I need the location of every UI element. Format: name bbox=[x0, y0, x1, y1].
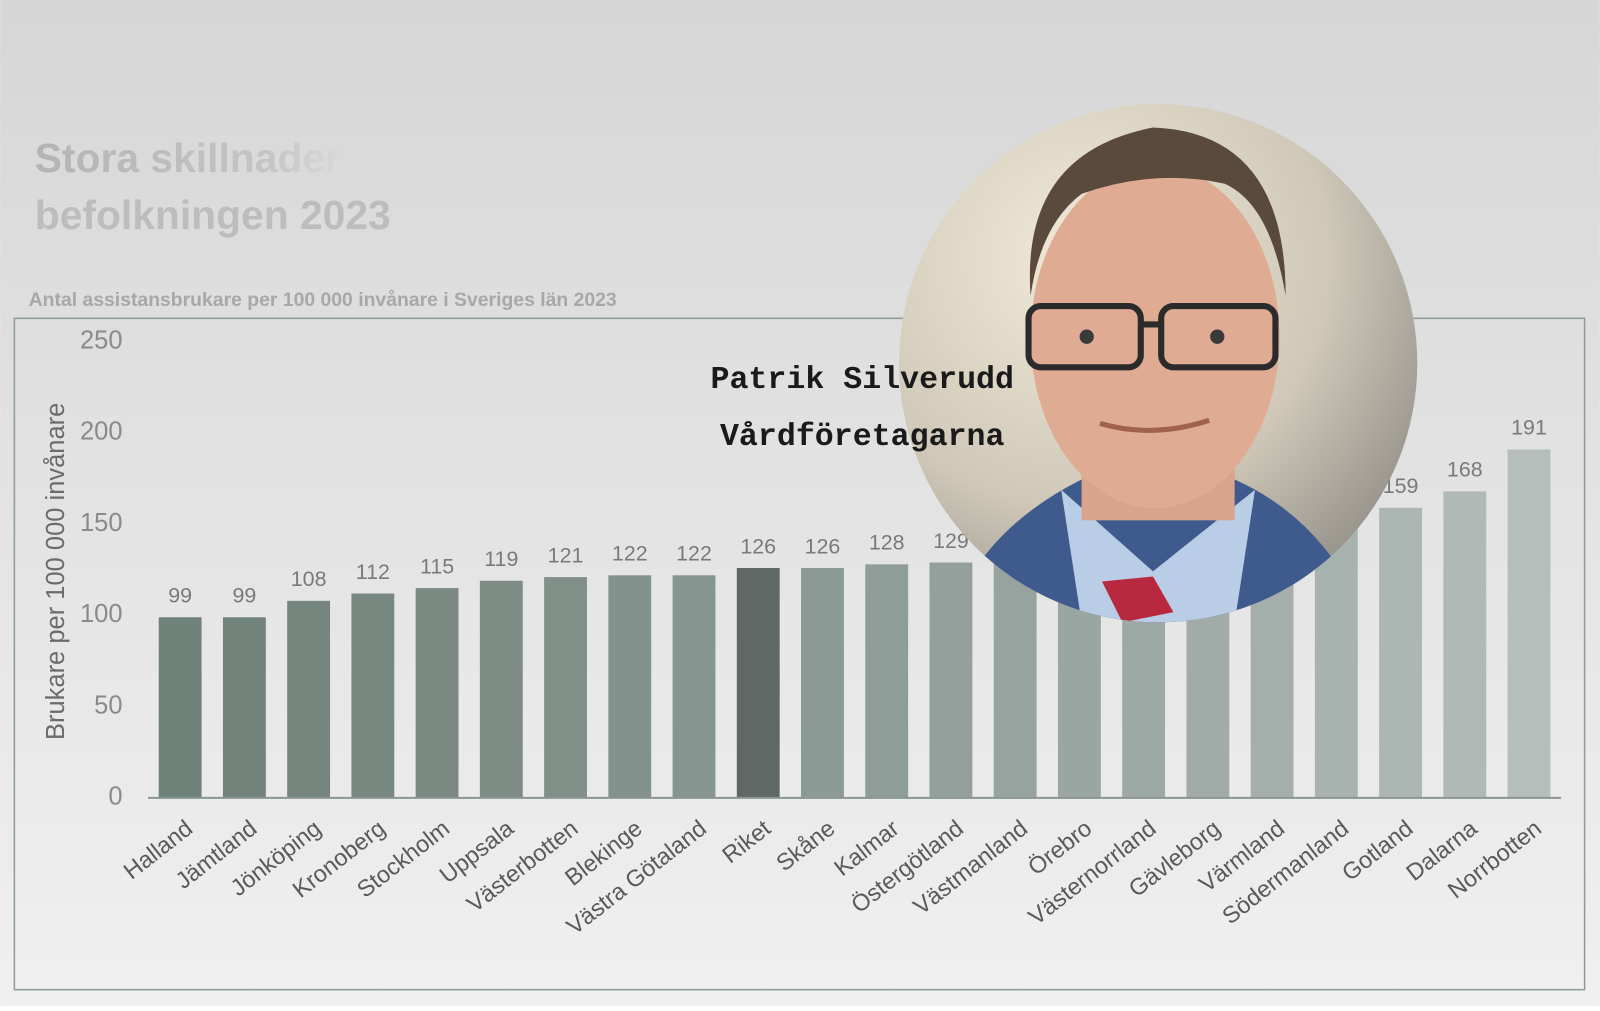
bar bbox=[736, 568, 780, 798]
bar bbox=[1314, 527, 1358, 798]
bar bbox=[1379, 507, 1422, 798]
value-label: 126 bbox=[740, 534, 776, 558]
value-label: 112 bbox=[356, 560, 390, 584]
person-name: Patrik Silverudd bbox=[710, 363, 1014, 398]
bar bbox=[415, 588, 459, 798]
bar bbox=[351, 593, 395, 798]
y-tick-label: 100 bbox=[80, 600, 123, 628]
bar bbox=[544, 577, 587, 798]
y-tick-label: 50 bbox=[94, 691, 122, 719]
value-label: 99 bbox=[232, 584, 256, 608]
portrait-figure bbox=[948, 127, 1368, 623]
value-label: 126 bbox=[805, 534, 841, 558]
value-label: 168 bbox=[1447, 458, 1483, 482]
bar bbox=[801, 568, 844, 798]
y-axis-label: Brukare per 100 000 invånare bbox=[42, 403, 70, 740]
value-label: 121 bbox=[548, 543, 584, 567]
bar bbox=[158, 617, 202, 798]
value-label: 115 bbox=[420, 554, 454, 578]
bar bbox=[608, 575, 652, 798]
value-label: 119 bbox=[484, 547, 518, 571]
bar bbox=[672, 575, 716, 798]
bar bbox=[1443, 491, 1487, 798]
y-tick-label: 200 bbox=[80, 418, 123, 446]
value-label: 128 bbox=[869, 531, 905, 555]
organization: Vårdföretagarna bbox=[720, 420, 1005, 455]
value-label: 122 bbox=[676, 542, 712, 566]
bar bbox=[479, 580, 523, 798]
plot-frame bbox=[13, 317, 1586, 991]
value-label: 99 bbox=[168, 584, 192, 608]
value-label: 108 bbox=[291, 567, 327, 591]
bar bbox=[865, 564, 909, 798]
portrait bbox=[898, 104, 1418, 623]
bar bbox=[222, 617, 266, 798]
title-line: Stora skillnader bbox=[35, 135, 341, 181]
title-line: befolkningen 2023 bbox=[35, 192, 391, 238]
bar bbox=[929, 562, 973, 798]
subtitle: Antal assistansbrukare per 100 000 invån… bbox=[29, 288, 617, 311]
y-tick-label: 150 bbox=[80, 509, 123, 537]
bar bbox=[287, 600, 331, 798]
value-label: 191 bbox=[1511, 416, 1547, 440]
bar bbox=[993, 558, 1037, 798]
y-tick-label: 0 bbox=[108, 783, 122, 811]
y-tick-label: 250 bbox=[80, 327, 123, 355]
bar bbox=[1507, 449, 1551, 798]
value-label: 122 bbox=[612, 542, 648, 566]
